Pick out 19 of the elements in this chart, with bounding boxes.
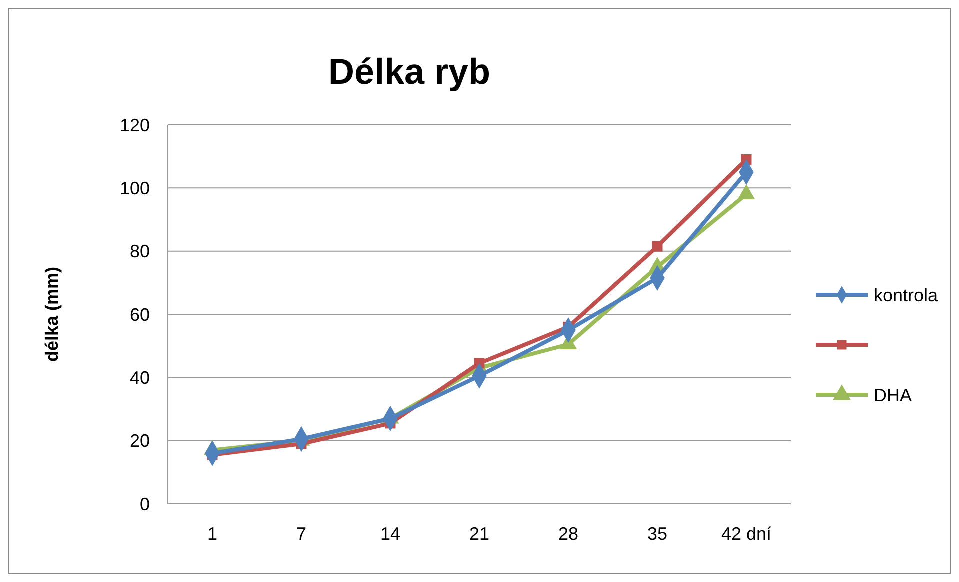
x-tick-label: 21: [469, 524, 490, 544]
y-tick-label: 20: [130, 431, 150, 452]
y-tick-label: 40: [130, 368, 150, 388]
y-tick-label: 0: [140, 494, 150, 514]
x-tick-label: 42 dní: [721, 524, 772, 544]
y-tick-label: 100: [120, 178, 150, 198]
y-tick-label: 120: [120, 115, 150, 136]
y-axis-title: délka (mm): [42, 266, 62, 362]
chart-title: Délka ryb: [328, 51, 491, 92]
y-tick-label: 80: [130, 242, 150, 262]
y-tick-label: 60: [130, 304, 150, 325]
legend-label: kontrola: [874, 285, 940, 306]
legend-label: DHA: [874, 385, 912, 406]
x-tick-label: 14: [380, 524, 401, 544]
x-tick-label: 1: [207, 524, 218, 544]
point: [652, 241, 663, 252]
x-tick-label: 35: [647, 524, 668, 544]
x-tick-label: 7: [296, 524, 307, 544]
x-tick-label: 28: [558, 524, 579, 544]
